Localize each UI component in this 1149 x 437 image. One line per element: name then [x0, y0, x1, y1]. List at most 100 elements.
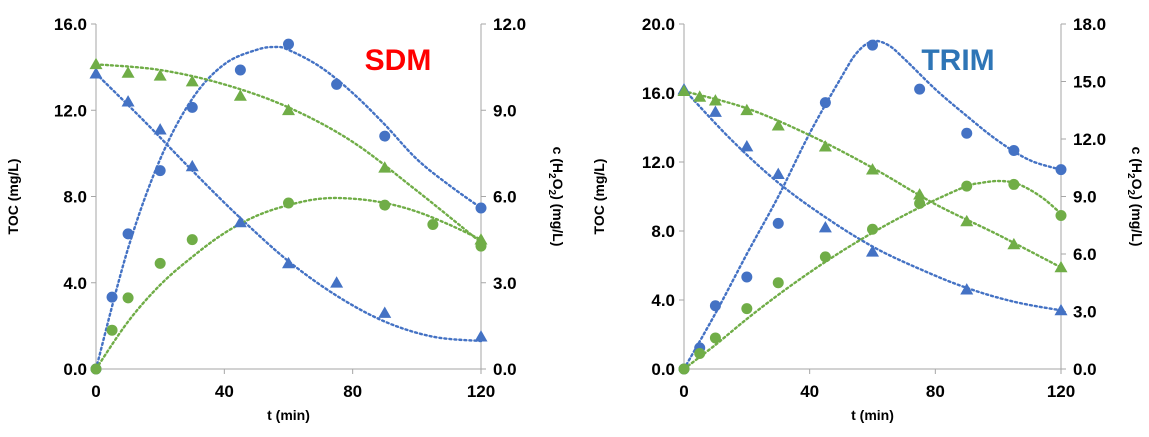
data-point-circle [186, 101, 198, 113]
right-tick-label: 6.0 [1073, 245, 1097, 264]
y2-axis-title-part: c (H [550, 147, 566, 173]
y2-axis-title-part: O [1129, 179, 1145, 190]
data-point-triangle [866, 163, 879, 175]
data-point-circle [819, 251, 831, 263]
data-point-circle [106, 324, 118, 336]
right-tick-label: 18.0 [1073, 15, 1106, 34]
data-point-circle [1008, 178, 1020, 190]
data-point-circle [122, 292, 134, 304]
right-tick-label: 9.0 [1073, 188, 1097, 207]
y2-axis-title-part: 2 [1125, 190, 1136, 196]
data-point-triangle [153, 69, 167, 81]
data-point-circle [678, 363, 690, 375]
data-point-triangle [474, 233, 488, 245]
data-point-triangle [913, 188, 927, 200]
trendline-3 [94, 196, 483, 371]
right-tick-label: 3.0 [1073, 303, 1097, 322]
data-point-triangle [740, 139, 754, 152]
data-point-triangle [185, 75, 199, 87]
y-axis-title: TOC (mg/L) [591, 159, 607, 235]
data-point-triangle [233, 215, 247, 228]
data-point-triangle [1007, 237, 1021, 250]
right-tick-label: 0.0 [493, 360, 517, 379]
y2-axis-title-part: 2 [546, 173, 557, 179]
right-tick-label: 0.0 [1073, 360, 1097, 379]
panel-label: TRIM [921, 44, 994, 77]
left-tick-label: 8.0 [63, 188, 87, 207]
right-tick-label: 15.0 [1073, 73, 1106, 92]
data-point-circle [961, 127, 973, 139]
left-tick-label: 12.0 [54, 101, 87, 120]
y2-axis-title-part: O [550, 179, 566, 190]
data-point-circle [961, 180, 973, 192]
data-point-circle [772, 277, 784, 289]
data-point-triangle [1054, 303, 1068, 316]
data-point-circle [379, 130, 391, 142]
data-point-triangle [771, 167, 785, 179]
data-point-circle [867, 223, 878, 235]
data-point-triangle [677, 84, 691, 96]
data-point-triangle [866, 245, 879, 257]
right-tick-label: 6.0 [493, 188, 517, 207]
data-point-triangle [818, 221, 832, 233]
data-point-circle [819, 97, 831, 109]
trendline-0 [94, 72, 483, 343]
data-point-circle [283, 197, 294, 209]
data-point-triangle [708, 105, 722, 117]
data-point-circle [283, 38, 294, 50]
data-point-triangle [378, 306, 392, 318]
right-tick-label: 9.0 [493, 101, 517, 120]
data-point-triangle [818, 140, 832, 152]
data-point-triangle [740, 103, 754, 116]
data-point-triangle [233, 89, 247, 101]
data-point-circle [914, 83, 926, 95]
chart-panel-trim: 0.0 4.0 8.0 12.0 16.0 20.0 0.0 3.0 6.0 9.0 12.0 15.… [591, 15, 1145, 423]
data-point-circle [106, 291, 118, 303]
x-axis-title: t (min) [267, 407, 310, 423]
data-point-triangle [185, 159, 199, 172]
y2-axis-title-part: 2 [1125, 173, 1136, 179]
left-tick-label: 16.0 [642, 84, 675, 103]
data-point-circle [914, 197, 926, 209]
data-point-circle [709, 300, 721, 312]
y2-axis-title: c (H2O2) (mg/L) [1125, 147, 1145, 247]
chart-panel-sdm: 0.0 4.0 8.0 12.0 16.0 0.0 3.0 6.0 9.0 12.0 0 40 80 12… [5, 15, 566, 423]
y2-axis-title-part: 2 [546, 190, 557, 196]
panel-label: SDM [365, 44, 432, 77]
left-tick-label: 20.0 [642, 15, 675, 34]
data-point-triangle [121, 95, 135, 107]
data-point-triangle [693, 90, 707, 102]
x-tick-label: 120 [1047, 382, 1075, 401]
data-point-triangle [330, 276, 344, 288]
data-point-circle [709, 332, 721, 344]
data-point-triangle [282, 256, 295, 269]
data-point-circle [154, 165, 166, 177]
data-point-circle [694, 347, 706, 359]
data-point-triangle [153, 123, 167, 135]
data-point-triangle [960, 214, 974, 227]
trendline-1 [94, 45, 483, 371]
y-axis-title: TOC (mg/L) [5, 159, 21, 235]
data-point-circle [1055, 164, 1067, 176]
data-point-circle [867, 39, 878, 51]
data-point-circle [772, 217, 784, 229]
y2-axis-title-part: ) (mg/L) [1129, 195, 1145, 246]
data-point-circle [427, 219, 439, 231]
data-point-circle [154, 257, 166, 269]
data-point-circle [186, 234, 198, 246]
left-tick-label: 0.0 [63, 360, 87, 379]
data-point-circle [741, 303, 753, 315]
left-tick-label: 12.0 [642, 153, 675, 172]
y2-axis-title-part: c (H [1129, 147, 1145, 173]
left-tick-label: 8.0 [651, 222, 675, 241]
left-tick-label: 16.0 [54, 15, 87, 34]
trendline-0 [682, 88, 1063, 312]
left-tick-label: 4.0 [651, 291, 675, 310]
data-point-triangle [121, 66, 135, 78]
data-point-triangle [378, 161, 392, 173]
trendline-3 [682, 179, 1063, 371]
data-point-circle [1008, 145, 1020, 156]
x-axis-title: t (min) [851, 407, 894, 423]
x-tick-label: 80 [926, 382, 945, 401]
